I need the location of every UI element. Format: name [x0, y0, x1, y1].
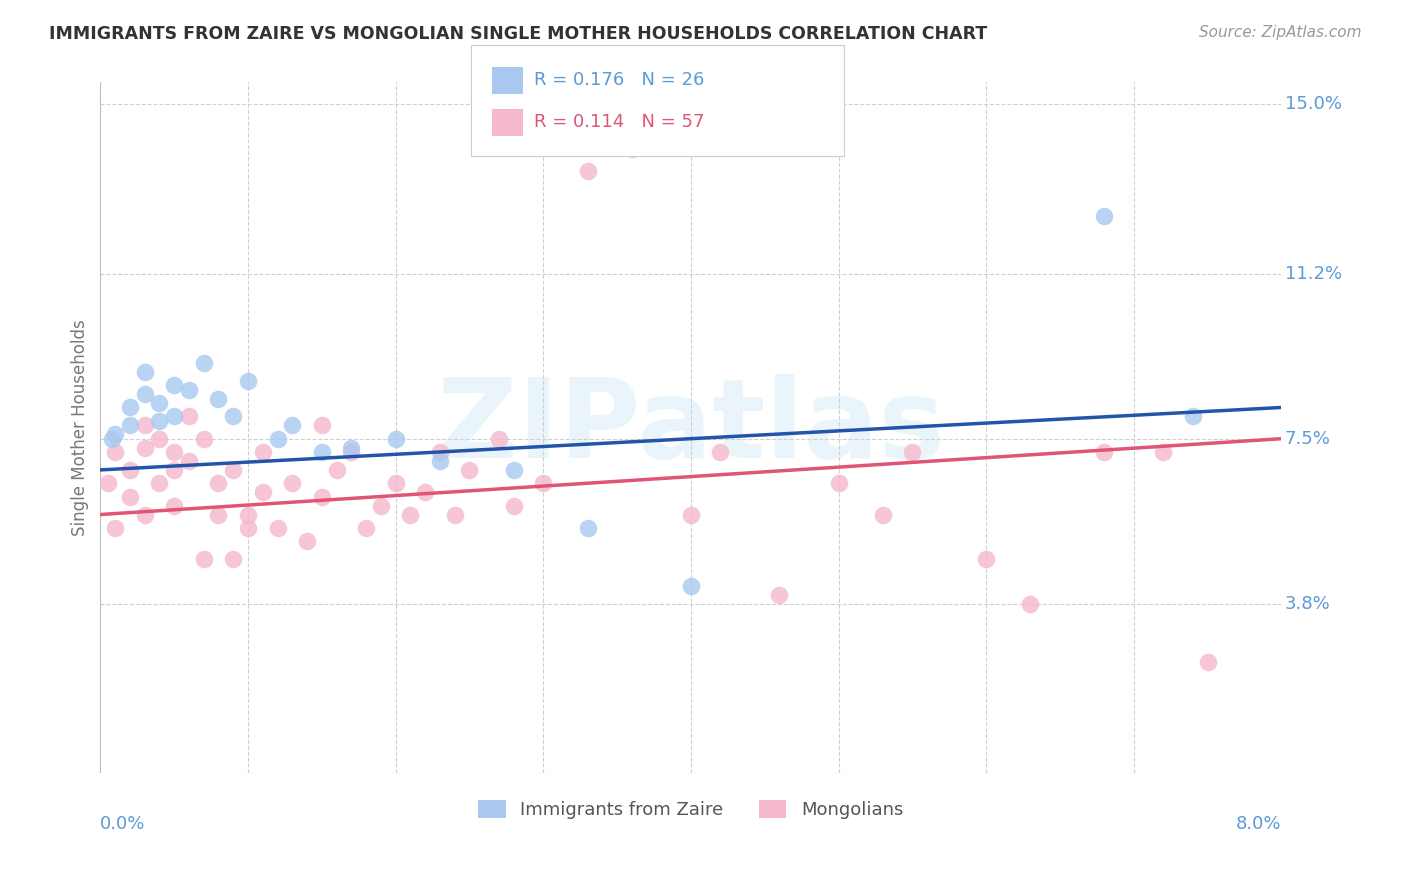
Point [266, 521, 288, 535]
Point [163, 499, 186, 513]
Point [413, 485, 436, 500]
Text: 3.8%: 3.8% [1285, 595, 1330, 613]
Point [252, 485, 274, 500]
Point [295, 534, 318, 549]
Point [163, 409, 186, 424]
Point [458, 463, 481, 477]
Point [104, 445, 127, 459]
Point [768, 588, 790, 602]
Point [252, 445, 274, 459]
Point [118, 418, 141, 433]
Y-axis label: Single Mother Households: Single Mother Households [72, 319, 89, 536]
Point [101, 432, 124, 446]
Point [1019, 597, 1042, 611]
Point [370, 499, 392, 513]
Point [576, 164, 599, 178]
Point [679, 579, 702, 593]
Point [281, 476, 304, 491]
Point [399, 508, 422, 522]
Point [236, 508, 259, 522]
Point [134, 418, 156, 433]
Point [207, 476, 229, 491]
Point [974, 552, 997, 566]
Point [163, 378, 186, 392]
Point [163, 445, 186, 459]
Point [311, 490, 333, 504]
Point [134, 441, 156, 455]
Point [207, 508, 229, 522]
Point [311, 418, 333, 433]
Point [443, 508, 465, 522]
Point [207, 392, 229, 406]
Text: R = 0.176   N = 26: R = 0.176 N = 26 [534, 71, 704, 89]
Text: 15.0%: 15.0% [1285, 95, 1341, 113]
Point [222, 552, 245, 566]
Point [531, 476, 554, 491]
Point [1197, 655, 1219, 669]
Point [134, 387, 156, 401]
Point [429, 454, 451, 468]
Point [177, 409, 200, 424]
Text: IMMIGRANTS FROM ZAIRE VS MONGOLIAN SINGLE MOTHER HOUSEHOLDS CORRELATION CHART: IMMIGRANTS FROM ZAIRE VS MONGOLIAN SINGL… [49, 25, 987, 43]
Point [620, 142, 643, 156]
Point [236, 374, 259, 388]
Point [679, 508, 702, 522]
Point [104, 427, 127, 442]
Point [222, 409, 245, 424]
Point [1181, 409, 1204, 424]
Point [236, 521, 259, 535]
Point [118, 490, 141, 504]
Text: ZIPatlas: ZIPatlas [437, 374, 945, 481]
Text: 0.0%: 0.0% [100, 814, 146, 832]
Point [1152, 445, 1174, 459]
Text: 7.5%: 7.5% [1285, 430, 1331, 448]
Point [872, 508, 894, 522]
Point [148, 432, 170, 446]
Point [576, 521, 599, 535]
Point [384, 476, 406, 491]
Point [97, 476, 120, 491]
Legend: Immigrants from Zaire, Mongolians: Immigrants from Zaire, Mongolians [471, 793, 911, 826]
Point [222, 463, 245, 477]
Point [1092, 209, 1115, 223]
Point [134, 365, 156, 379]
Point [827, 476, 849, 491]
Point [384, 432, 406, 446]
Point [311, 445, 333, 459]
Point [354, 521, 377, 535]
Point [148, 414, 170, 428]
Point [134, 508, 156, 522]
Point [148, 396, 170, 410]
Point [193, 432, 215, 446]
Point [193, 356, 215, 370]
Point [901, 445, 924, 459]
Text: Source: ZipAtlas.com: Source: ZipAtlas.com [1198, 25, 1361, 40]
Point [148, 476, 170, 491]
Point [709, 445, 731, 459]
Point [266, 432, 288, 446]
Point [502, 463, 524, 477]
Text: R = 0.114   N = 57: R = 0.114 N = 57 [534, 113, 704, 131]
Text: 8.0%: 8.0% [1236, 814, 1281, 832]
Point [1092, 445, 1115, 459]
Point [325, 463, 347, 477]
Point [118, 401, 141, 415]
Point [177, 454, 200, 468]
Point [429, 445, 451, 459]
Point [502, 499, 524, 513]
Point [104, 521, 127, 535]
Point [488, 432, 510, 446]
Point [281, 418, 304, 433]
Text: 11.2%: 11.2% [1285, 265, 1343, 283]
Point [193, 552, 215, 566]
Point [163, 463, 186, 477]
Point [118, 463, 141, 477]
Point [650, 120, 672, 134]
Point [177, 383, 200, 397]
Point [340, 441, 363, 455]
Point [340, 445, 363, 459]
